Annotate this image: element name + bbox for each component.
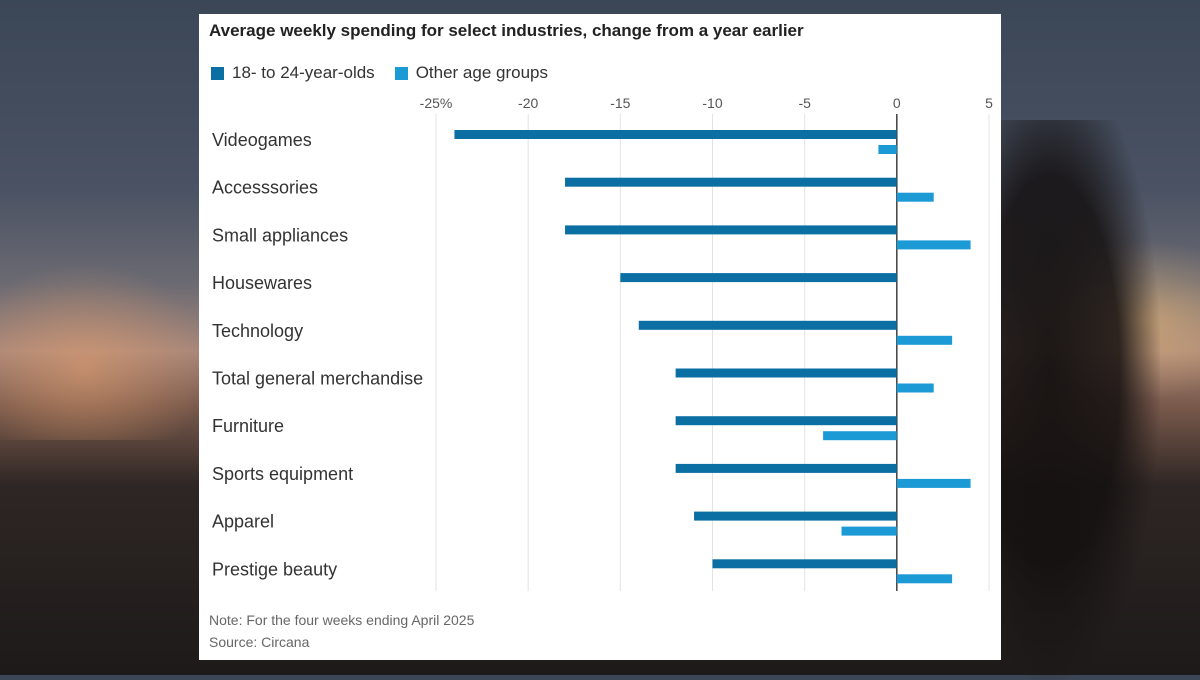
category-label: Technology: [212, 321, 303, 341]
x-tick-label: -15: [610, 95, 630, 111]
bar-18-24: [675, 463, 897, 473]
bar-other-ages: [896, 240, 971, 250]
bar-other-ages: [896, 335, 953, 345]
legend-label-series-2: Other age groups: [415, 63, 548, 82]
bar-other-ages: [878, 145, 897, 154]
bar-18-24: [620, 273, 897, 283]
category-label: Total general merchandise: [212, 369, 423, 389]
bar-other-ages: [896, 383, 934, 393]
bar-other-ages: [896, 574, 953, 584]
category-label: Housewares: [212, 273, 312, 293]
bar-other-ages: [823, 431, 897, 441]
x-tick-label: -25%: [420, 95, 453, 111]
background-glow-left: [0, 260, 210, 440]
chart-title: Average weekly spending for select indus…: [209, 21, 804, 40]
bar-18-24: [712, 559, 897, 569]
footer-note: Note: For the four weeks ending April 20…: [209, 612, 475, 628]
category-label: Small appliances: [212, 225, 348, 245]
bar-18-24: [565, 177, 897, 187]
bar-chart: -25% -20 -15 -10 -5 0 5 Videogames Accesssories S…: [212, 95, 993, 591]
bar-18-24: [675, 416, 897, 426]
category-label: Furniture: [212, 416, 284, 436]
category-label: Accesssories: [212, 178, 318, 198]
category-label: Prestige beauty: [212, 559, 337, 579]
x-tick-label: -10: [702, 95, 722, 111]
bar-other-ages: [841, 526, 897, 536]
bar-18-24: [454, 130, 897, 139]
x-tick-label: -5: [798, 95, 811, 111]
x-tick-label: 5: [985, 95, 993, 111]
bar-18-24: [565, 225, 897, 235]
category-label: Videogames: [212, 130, 312, 150]
legend-label-series-1: 18- to 24-year-olds: [232, 63, 375, 82]
category-label: Apparel: [212, 512, 274, 532]
bar-18-24: [694, 511, 897, 521]
legend-item-series-1: 18- to 24-year-olds: [211, 63, 375, 83]
bar-18-24: [638, 320, 897, 330]
legend-item-series-2: Other age groups: [394, 63, 548, 83]
legend-swatch-series-1: [211, 66, 224, 80]
x-tick-label: 0: [893, 95, 901, 111]
category-label: Sports equipment: [212, 464, 353, 484]
chart-footer: Note: For the four weeks ending April 20…: [209, 609, 474, 653]
x-tick-label: -20: [518, 95, 538, 111]
bar-18-24: [675, 368, 897, 378]
bar-other-ages: [896, 192, 934, 202]
legend-swatch-series-2: [394, 66, 408, 80]
chart-card: Average weekly spending for select indus…: [199, 14, 1001, 660]
legend: 18- to 24-year-olds Other age groups: [211, 62, 568, 84]
bar-other-ages: [896, 478, 971, 488]
footer-source: Source: Circana: [209, 634, 310, 650]
